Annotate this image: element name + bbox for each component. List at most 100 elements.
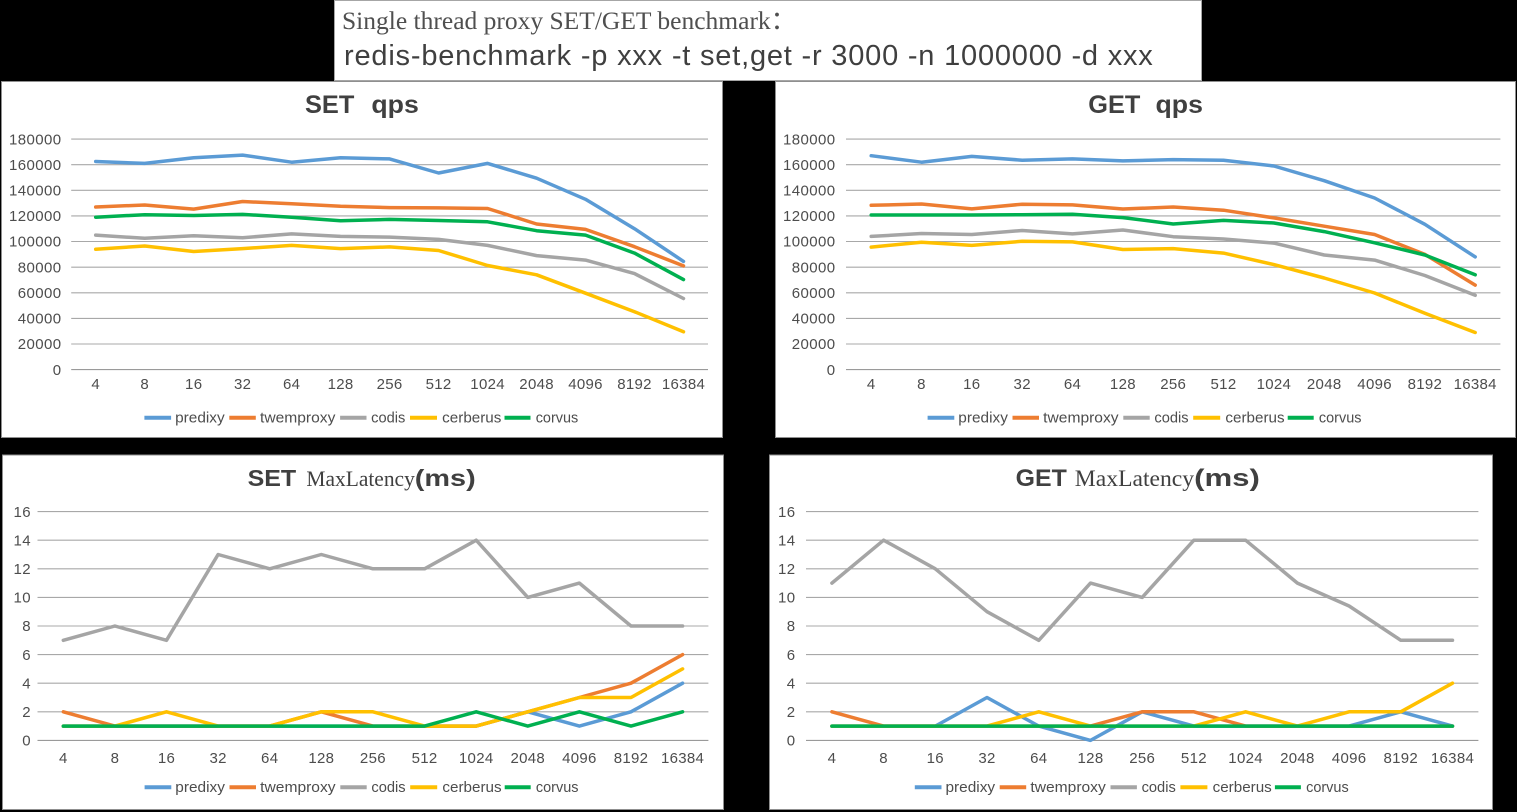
svg-text:1024: 1024 <box>470 376 505 393</box>
svg-text:160000: 160000 <box>9 157 61 174</box>
svg-text:predixy: predixy <box>175 780 225 796</box>
svg-text:60000: 60000 <box>18 285 62 302</box>
svg-text:twemproxy: twemproxy <box>260 410 336 426</box>
svg-text:4096: 4096 <box>1332 750 1367 767</box>
svg-text:256: 256 <box>1129 750 1155 767</box>
svg-text:MaxLatency: MaxLatency <box>306 466 414 491</box>
svg-text:64: 64 <box>1064 376 1081 393</box>
svg-text:512: 512 <box>1181 750 1207 767</box>
svg-text:4: 4 <box>867 376 876 393</box>
svg-text:40000: 40000 <box>18 311 62 328</box>
svg-text:256: 256 <box>360 750 386 767</box>
svg-text:128: 128 <box>1078 750 1104 767</box>
svg-text:1024: 1024 <box>459 750 494 767</box>
svg-text:128: 128 <box>328 376 354 393</box>
svg-text:180000: 180000 <box>783 131 835 148</box>
svg-text:8: 8 <box>22 618 31 635</box>
svg-text:cerberus: cerberus <box>442 780 501 796</box>
svg-text:codis: codis <box>371 410 405 426</box>
svg-text:160000: 160000 <box>783 157 835 174</box>
svg-text:4: 4 <box>22 675 31 692</box>
svg-text:120000: 120000 <box>9 208 61 225</box>
svg-text:8: 8 <box>140 376 149 393</box>
svg-text:predixy: predixy <box>175 410 225 426</box>
svg-text:twemproxy: twemproxy <box>260 780 336 796</box>
svg-text:60000: 60000 <box>792 285 836 302</box>
svg-text:16: 16 <box>778 504 796 521</box>
svg-text:4096: 4096 <box>1357 376 1392 393</box>
svg-text:predixy: predixy <box>958 410 1008 426</box>
svg-text:GET: GET <box>1088 91 1140 119</box>
svg-text:MaxLatency: MaxLatency <box>1075 466 1195 491</box>
svg-text:4096: 4096 <box>562 750 597 767</box>
svg-text:4: 4 <box>59 750 68 767</box>
svg-text:cerberus: cerberus <box>1225 410 1284 426</box>
svg-text:(ms): (ms) <box>415 465 476 491</box>
svg-text:16: 16 <box>14 504 32 521</box>
svg-text:100000: 100000 <box>9 234 61 251</box>
svg-text:8: 8 <box>111 750 120 767</box>
svg-text:140000: 140000 <box>783 183 835 200</box>
svg-text:10: 10 <box>14 590 32 607</box>
svg-text:Single thread proxy SET/GET be: Single thread proxy SET/GET benchmark： <box>342 6 796 35</box>
svg-text:128: 128 <box>308 750 334 767</box>
svg-text:0: 0 <box>787 733 796 750</box>
svg-text:100000: 100000 <box>783 234 835 251</box>
svg-text:32: 32 <box>978 750 995 767</box>
svg-text:codis: codis <box>1154 410 1188 426</box>
svg-text:128: 128 <box>1110 376 1136 393</box>
svg-text:256: 256 <box>377 376 403 393</box>
svg-text:SET: SET <box>248 465 297 491</box>
svg-text:2048: 2048 <box>1307 376 1342 393</box>
svg-text:16: 16 <box>185 376 202 393</box>
svg-text:corvus: corvus <box>536 780 579 796</box>
svg-text:512: 512 <box>426 376 452 393</box>
svg-text:6: 6 <box>22 647 31 664</box>
svg-text:(ms): (ms) <box>1194 465 1260 492</box>
svg-text:64: 64 <box>283 376 300 393</box>
svg-text:14: 14 <box>14 532 32 549</box>
svg-text:16384: 16384 <box>662 376 705 393</box>
svg-text:64: 64 <box>261 750 278 767</box>
svg-text:0: 0 <box>827 362 836 379</box>
svg-text:cerberus: cerberus <box>1213 780 1272 796</box>
svg-text:8192: 8192 <box>614 750 649 767</box>
svg-text:corvus: corvus <box>1306 780 1349 796</box>
svg-text:corvus: corvus <box>1319 410 1362 426</box>
svg-text:qps: qps <box>1156 91 1203 119</box>
svg-text:8: 8 <box>917 376 926 393</box>
svg-text:1024: 1024 <box>1228 750 1263 767</box>
svg-text:180000: 180000 <box>9 131 61 148</box>
svg-text:codis: codis <box>1142 780 1176 796</box>
svg-text:16384: 16384 <box>661 750 704 767</box>
svg-text:8: 8 <box>787 618 796 635</box>
svg-text:12: 12 <box>14 561 32 578</box>
svg-text:redis-benchmark -p xxx -t set,: redis-benchmark -p xxx -t set,get -r 300… <box>344 40 1154 72</box>
svg-text:8192: 8192 <box>1384 750 1419 767</box>
svg-text:4096: 4096 <box>568 376 603 393</box>
svg-text:32: 32 <box>1014 376 1031 393</box>
svg-text:2: 2 <box>22 704 31 721</box>
svg-text:2048: 2048 <box>1280 750 1315 767</box>
svg-text:512: 512 <box>1211 376 1237 393</box>
svg-text:14: 14 <box>778 532 796 549</box>
svg-text:2048: 2048 <box>511 750 546 767</box>
svg-text:predixy: predixy <box>946 780 996 796</box>
svg-text:120000: 120000 <box>783 208 835 225</box>
svg-text:0: 0 <box>53 362 62 379</box>
svg-text:1024: 1024 <box>1257 376 1292 393</box>
svg-text:16384: 16384 <box>1431 750 1474 767</box>
svg-text:20000: 20000 <box>792 336 836 353</box>
svg-text:256: 256 <box>1160 376 1186 393</box>
svg-text:32: 32 <box>234 376 251 393</box>
svg-text:32: 32 <box>209 750 226 767</box>
svg-text:twemproxy: twemproxy <box>1043 410 1119 426</box>
svg-text:corvus: corvus <box>536 410 579 426</box>
svg-text:8192: 8192 <box>617 376 652 393</box>
svg-text:16: 16 <box>963 376 980 393</box>
svg-text:2: 2 <box>787 704 796 721</box>
svg-text:2048: 2048 <box>519 376 554 393</box>
svg-text:6: 6 <box>787 647 796 664</box>
svg-text:80000: 80000 <box>18 259 62 276</box>
svg-text:8192: 8192 <box>1408 376 1443 393</box>
